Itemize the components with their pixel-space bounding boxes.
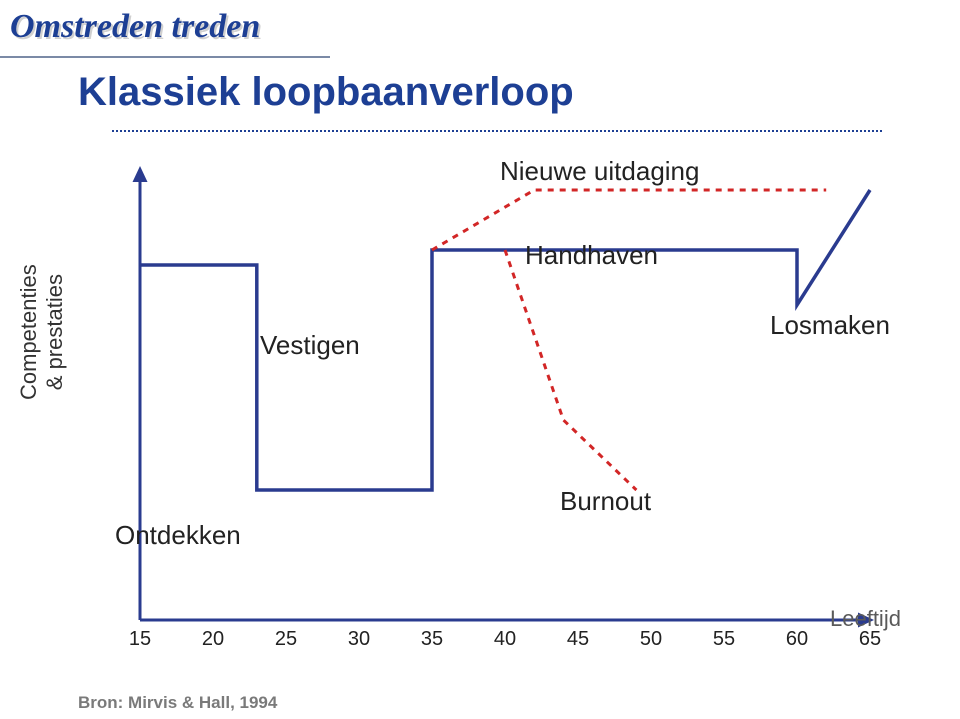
stage-ontdekken: Ontdekken xyxy=(115,520,241,551)
x-tick: 45 xyxy=(558,628,598,651)
y-axis-label-line1: Competenties xyxy=(16,264,41,400)
brand-underline xyxy=(0,56,330,58)
stage-vestigen: Vestigen xyxy=(260,330,360,361)
x-tick: 55 xyxy=(704,628,744,651)
chart-canvas xyxy=(70,150,890,670)
x-tick: 35 xyxy=(412,628,452,651)
x-tick: 30 xyxy=(339,628,379,651)
source-citation: Bron: Mirvis & Hall, 1994 xyxy=(78,693,277,713)
x-tick: 50 xyxy=(631,628,671,651)
x-tick: 60 xyxy=(777,628,817,651)
x-tick: 20 xyxy=(193,628,233,651)
brand-logo: Omstreden treden xyxy=(10,8,260,46)
stage-handhaven: Handhaven xyxy=(525,240,658,271)
x-tick: 25 xyxy=(266,628,306,651)
page-title: Klassiek loopbaanverloop xyxy=(78,70,574,115)
stage-nieuwe-uitdaging: Nieuwe uitdaging xyxy=(500,156,699,187)
x-tick: 65 xyxy=(850,628,890,651)
stage-burnout: Burnout xyxy=(560,486,651,517)
x-tick: 40 xyxy=(485,628,525,651)
stage-losmaken: Losmaken xyxy=(770,310,890,341)
y-axis-label-line2: & prestaties xyxy=(42,264,68,400)
x-tick: 15 xyxy=(120,628,160,651)
y-axis-label: Competenties & prestaties xyxy=(16,264,68,400)
career-chart: Competenties & prestaties Ontdekken Vest… xyxy=(70,150,890,670)
title-rule xyxy=(112,130,882,134)
